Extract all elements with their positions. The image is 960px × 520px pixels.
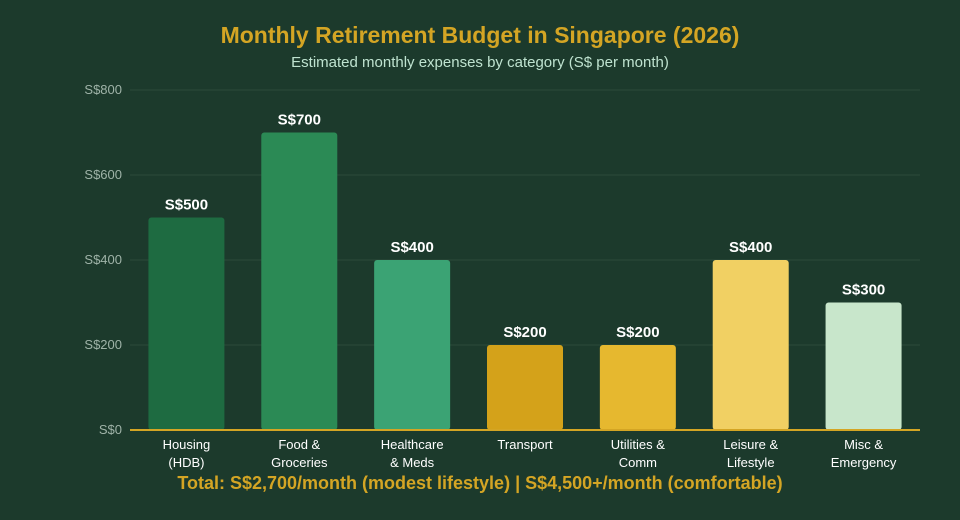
y-tick-label: S$800 <box>84 82 122 97</box>
bar <box>374 260 451 430</box>
y-tick-label: S$400 <box>84 252 122 267</box>
category-label: Lifestyle <box>727 455 775 470</box>
category-label: Food & <box>278 437 320 452</box>
category-label: Leisure & <box>723 437 778 452</box>
category-label: Misc & <box>844 437 883 452</box>
bar <box>825 302 902 430</box>
y-axis-ticks: S$0 S$200 S$400 S$600 S$800 <box>84 82 122 437</box>
chart-subtitle: Estimated monthly expenses by category (… <box>291 54 669 71</box>
bars <box>148 132 902 430</box>
value-label: S$400 <box>390 239 433 256</box>
category-label: Transport <box>497 437 553 452</box>
category-label: Comm <box>619 455 657 470</box>
value-labels: S$500 S$700 S$400 S$200 S$200 S$400 S$300 <box>165 112 886 342</box>
value-label: S$700 <box>278 112 321 129</box>
y-tick-label: S$600 <box>84 167 122 182</box>
category-label: Housing <box>163 437 211 452</box>
category-label: Groceries <box>271 455 328 470</box>
value-label: S$400 <box>729 239 772 256</box>
y-tick-label: S$200 <box>84 337 122 352</box>
bar <box>261 132 338 430</box>
value-label: S$200 <box>503 324 546 341</box>
bar <box>599 345 676 430</box>
category-label: & Meds <box>390 455 435 470</box>
category-labels: Housing (HDB) Food & Groceries Healthcare & M… <box>163 437 897 470</box>
category-label: Healthcare <box>381 437 444 452</box>
bar <box>712 260 789 430</box>
y-tick-label: S$0 <box>99 422 122 437</box>
value-label: S$300 <box>842 282 885 299</box>
value-label: S$200 <box>616 324 659 341</box>
bar <box>487 345 563 430</box>
value-label: S$500 <box>165 197 208 214</box>
category-label: Utilities & <box>611 437 666 452</box>
chart-footer: Total: S$2,700/month (modest lifestyle) … <box>177 473 783 493</box>
chart-title: Monthly Retirement Budget in Singapore (… <box>220 22 740 48</box>
category-label: Emergency <box>831 455 897 470</box>
category-label: (HDB) <box>168 455 204 470</box>
grid-lines <box>130 89 920 346</box>
bar <box>148 217 225 430</box>
